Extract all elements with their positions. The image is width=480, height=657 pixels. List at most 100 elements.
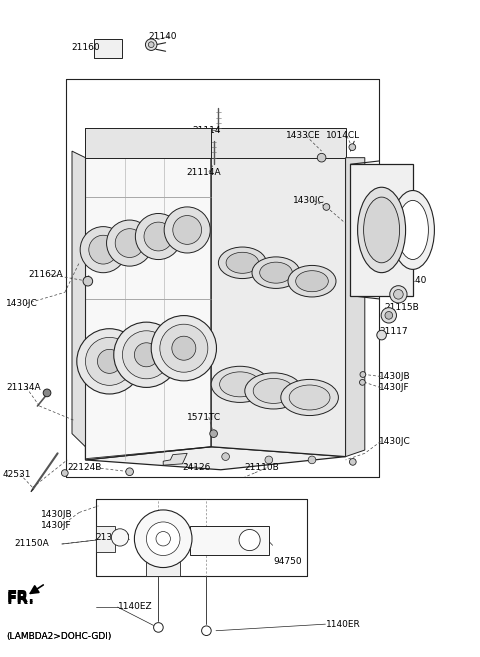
Ellipse shape bbox=[391, 191, 434, 269]
Circle shape bbox=[89, 235, 118, 264]
Ellipse shape bbox=[219, 372, 260, 397]
Ellipse shape bbox=[226, 252, 259, 273]
Circle shape bbox=[349, 144, 356, 150]
Circle shape bbox=[144, 222, 173, 251]
Polygon shape bbox=[211, 158, 346, 457]
Polygon shape bbox=[350, 164, 413, 296]
Polygon shape bbox=[85, 128, 346, 158]
Circle shape bbox=[265, 456, 273, 464]
Circle shape bbox=[145, 39, 157, 51]
Text: 21117: 21117 bbox=[379, 327, 408, 336]
Circle shape bbox=[377, 330, 386, 340]
Polygon shape bbox=[85, 158, 211, 460]
Circle shape bbox=[349, 459, 356, 465]
Ellipse shape bbox=[211, 367, 269, 402]
Polygon shape bbox=[72, 151, 85, 447]
Circle shape bbox=[308, 456, 316, 464]
Circle shape bbox=[160, 324, 208, 373]
Circle shape bbox=[115, 229, 144, 258]
Ellipse shape bbox=[358, 187, 406, 273]
Text: 1430JC: 1430JC bbox=[6, 299, 38, 308]
Circle shape bbox=[222, 453, 229, 461]
Text: 42531: 42531 bbox=[2, 470, 31, 479]
Circle shape bbox=[97, 350, 121, 373]
Text: 1430JC: 1430JC bbox=[293, 196, 324, 205]
Circle shape bbox=[80, 227, 126, 273]
Circle shape bbox=[317, 153, 326, 162]
Circle shape bbox=[210, 430, 217, 438]
Text: 21440: 21440 bbox=[398, 276, 427, 285]
Text: 21443: 21443 bbox=[403, 222, 432, 231]
Circle shape bbox=[85, 337, 133, 386]
Text: 21150A: 21150A bbox=[14, 539, 49, 549]
Circle shape bbox=[239, 530, 260, 551]
Circle shape bbox=[134, 510, 192, 568]
Polygon shape bbox=[163, 453, 187, 465]
Circle shape bbox=[156, 532, 170, 546]
Text: 21114: 21114 bbox=[192, 125, 220, 135]
Circle shape bbox=[173, 215, 202, 244]
Text: 1433CE: 1433CE bbox=[286, 131, 320, 141]
Ellipse shape bbox=[289, 385, 330, 410]
Circle shape bbox=[390, 286, 407, 303]
Circle shape bbox=[114, 322, 179, 388]
Circle shape bbox=[135, 214, 181, 260]
Circle shape bbox=[151, 315, 216, 381]
Text: 1430JF: 1430JF bbox=[379, 383, 410, 392]
Circle shape bbox=[323, 204, 330, 210]
Circle shape bbox=[43, 389, 51, 397]
Circle shape bbox=[111, 529, 129, 546]
Circle shape bbox=[134, 343, 158, 367]
Text: FR.: FR. bbox=[6, 592, 34, 606]
Ellipse shape bbox=[260, 262, 292, 283]
Text: 94750: 94750 bbox=[274, 557, 302, 566]
Text: 21162A: 21162A bbox=[29, 270, 63, 279]
Circle shape bbox=[126, 468, 133, 476]
Circle shape bbox=[146, 522, 180, 556]
Polygon shape bbox=[85, 447, 346, 470]
Text: (LAMBDA2>DOHC-GDI): (LAMBDA2>DOHC-GDI) bbox=[6, 632, 112, 641]
Text: 1430JB: 1430JB bbox=[41, 510, 72, 519]
Circle shape bbox=[148, 42, 154, 47]
Text: 1014CL: 1014CL bbox=[326, 131, 360, 141]
Text: 21134A: 21134A bbox=[6, 383, 41, 392]
Text: 1140ER: 1140ER bbox=[326, 620, 361, 629]
Text: FR.: FR. bbox=[6, 591, 34, 605]
Ellipse shape bbox=[296, 271, 328, 292]
Ellipse shape bbox=[253, 378, 294, 403]
Circle shape bbox=[394, 290, 403, 299]
Text: 1430JF: 1430JF bbox=[41, 521, 72, 530]
Ellipse shape bbox=[252, 257, 300, 288]
Polygon shape bbox=[190, 526, 269, 555]
Circle shape bbox=[154, 623, 163, 632]
Text: 1430JB: 1430JB bbox=[379, 372, 411, 381]
Polygon shape bbox=[346, 158, 365, 457]
Circle shape bbox=[172, 336, 196, 360]
Ellipse shape bbox=[281, 380, 338, 416]
Ellipse shape bbox=[364, 197, 399, 263]
Circle shape bbox=[77, 328, 142, 394]
Text: 21140: 21140 bbox=[149, 32, 177, 41]
Polygon shape bbox=[146, 562, 180, 576]
Text: 21115B: 21115B bbox=[384, 303, 419, 312]
Circle shape bbox=[61, 470, 68, 476]
Text: 22124B: 22124B bbox=[67, 463, 102, 472]
Text: 1140EZ: 1140EZ bbox=[118, 602, 152, 611]
Text: 1571TC: 1571TC bbox=[187, 413, 221, 422]
Circle shape bbox=[107, 220, 153, 266]
Bar bbox=[94, 39, 122, 58]
Text: 21353R: 21353R bbox=[95, 533, 130, 542]
Ellipse shape bbox=[245, 373, 302, 409]
Ellipse shape bbox=[288, 265, 336, 297]
Circle shape bbox=[385, 311, 393, 319]
Ellipse shape bbox=[397, 200, 429, 260]
Circle shape bbox=[83, 277, 93, 286]
Circle shape bbox=[122, 330, 170, 379]
Text: 21110B: 21110B bbox=[245, 463, 279, 472]
Text: (LAMBDA2>DOHC-GDI): (LAMBDA2>DOHC-GDI) bbox=[6, 632, 112, 641]
Circle shape bbox=[360, 380, 365, 385]
Text: 1430JC: 1430JC bbox=[379, 437, 411, 446]
Circle shape bbox=[164, 207, 210, 253]
Polygon shape bbox=[96, 526, 115, 552]
Text: 21160: 21160 bbox=[71, 43, 100, 52]
